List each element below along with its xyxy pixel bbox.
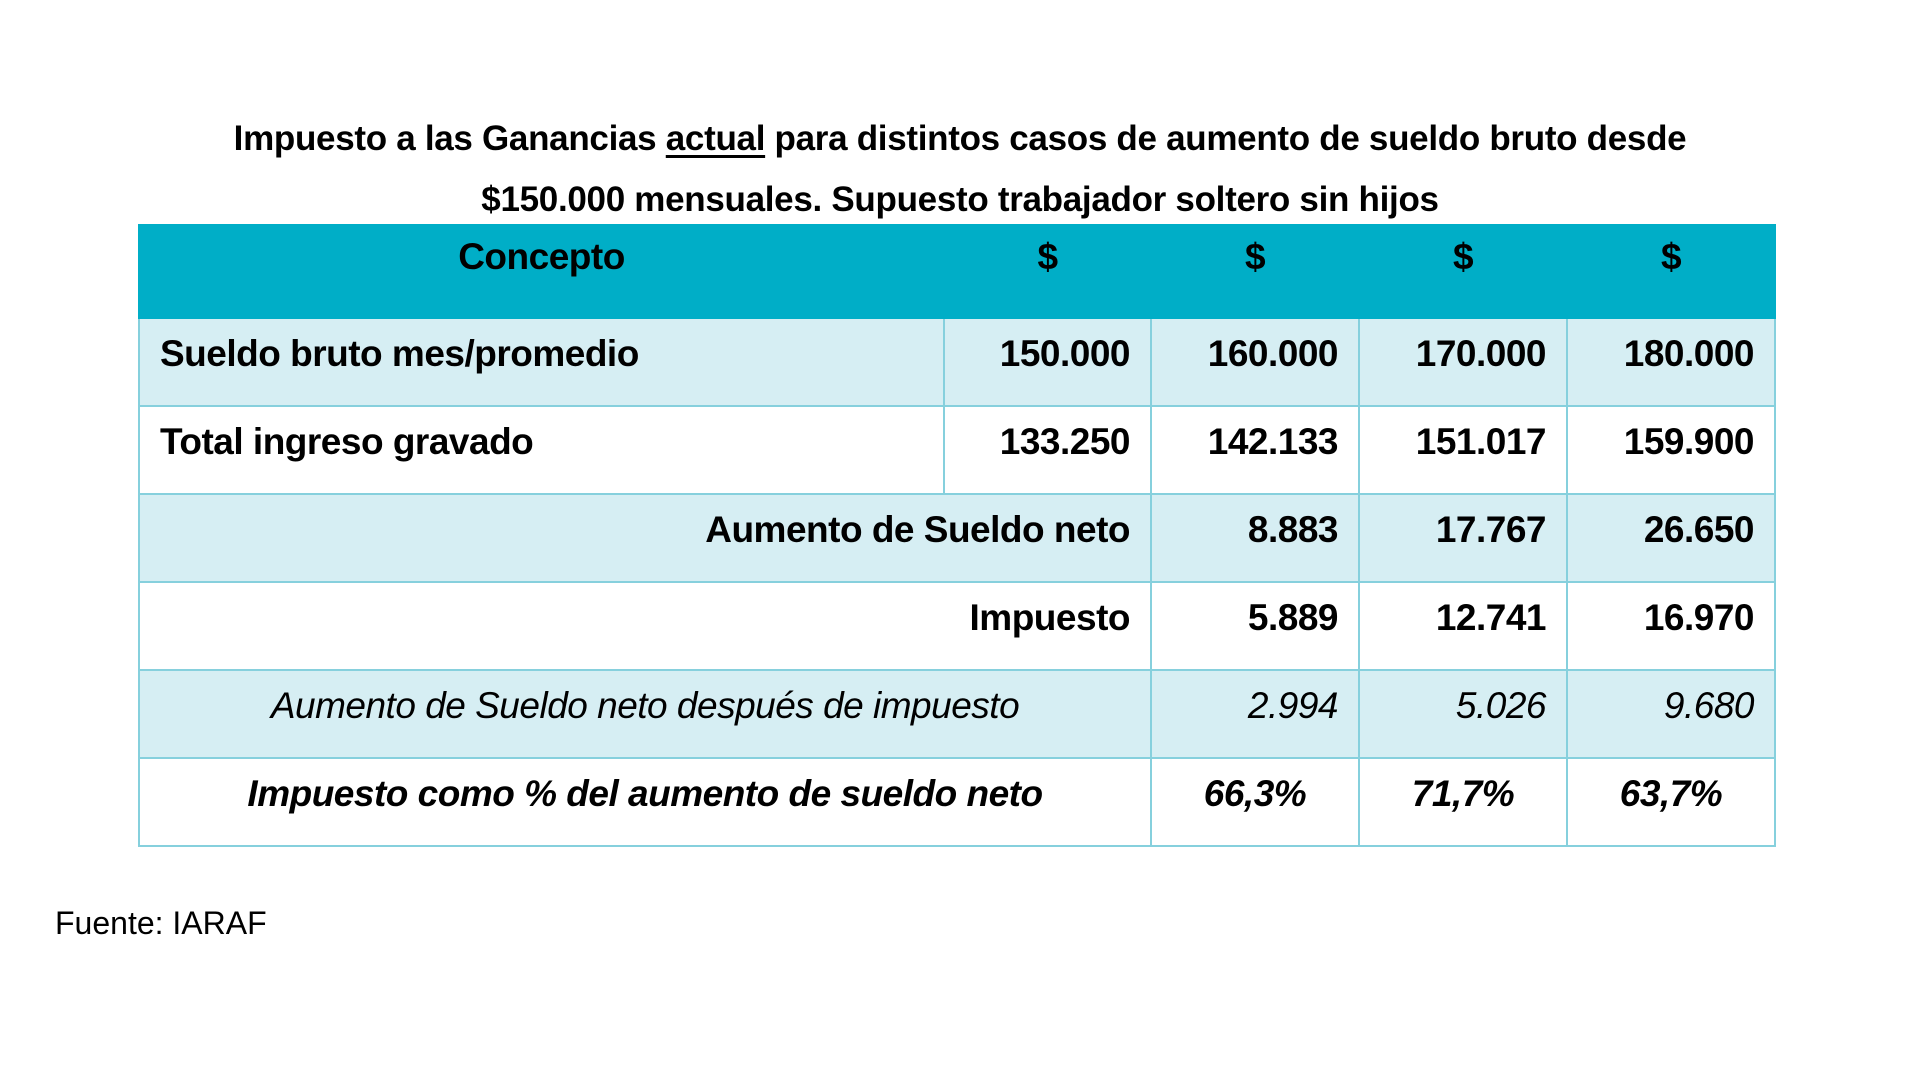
table-row: Sueldo bruto mes/promedio 150.000 160.00… <box>138 317 1776 407</box>
cell-value: 180.000 <box>1566 317 1776 407</box>
table-row: Aumento de Sueldo neto después de impues… <box>138 669 1776 759</box>
cell-value: 12.741 <box>1358 581 1568 671</box>
header-currency: $ <box>1150 224 1360 319</box>
cell-value: 16.970 <box>1566 581 1776 671</box>
cell-value: 66,3% <box>1150 757 1360 847</box>
cell-value: 8.883 <box>1150 493 1360 583</box>
table-row: Impuesto 5.889 12.741 16.970 <box>138 581 1776 671</box>
row-label: Sueldo bruto mes/promedio <box>138 317 945 407</box>
document-title: Impuesto a las Ganancias actual para dis… <box>0 108 1920 230</box>
cell-value: 150.000 <box>943 317 1152 407</box>
title-line-1: Impuesto a las Ganancias actual para dis… <box>0 108 1920 169</box>
cell-value: 9.680 <box>1566 669 1776 759</box>
cell-value: 5.889 <box>1150 581 1360 671</box>
cell-value: 159.900 <box>1566 405 1776 495</box>
source-note: Fuente: IARAF <box>55 905 267 941</box>
header-currency: $ <box>1566 224 1776 319</box>
row-label: Impuesto como % del aumento de sueldo ne… <box>138 757 1152 847</box>
title-underlined-word: actual <box>665 119 766 158</box>
cell-value: 63,7% <box>1566 757 1776 847</box>
header-concepto: Concepto <box>138 224 945 319</box>
header-currency: $ <box>1358 224 1568 319</box>
cell-value: 151.017 <box>1358 405 1568 495</box>
cell-value: 17.767 <box>1358 493 1568 583</box>
cell-value: 5.026 <box>1358 669 1568 759</box>
row-label: Aumento de Sueldo neto <box>138 493 1152 583</box>
cell-value: 2.994 <box>1150 669 1360 759</box>
header-row: Concepto $ $ $ $ <box>138 224 1776 319</box>
cell-value: 170.000 <box>1358 317 1568 407</box>
title-text: para distintos casos de aumento de sueld… <box>765 119 1687 158</box>
title-line-2: $150.000 mensuales. Supuesto trabajador … <box>481 180 1439 219</box>
cell-value: 71,7% <box>1358 757 1568 847</box>
table-row: Aumento de Sueldo neto 8.883 17.767 26.6… <box>138 493 1776 583</box>
table-row: Total ingreso gravado 133.250 142.133 15… <box>138 405 1776 495</box>
row-label: Total ingreso gravado <box>138 405 945 495</box>
cell-value: 133.250 <box>943 405 1152 495</box>
row-label: Impuesto <box>138 581 1152 671</box>
row-label: Aumento de Sueldo neto después de impues… <box>138 669 1152 759</box>
title-text: Impuesto a las Ganancias <box>233 119 666 158</box>
cell-value: 26.650 <box>1566 493 1776 583</box>
cell-value: 142.133 <box>1150 405 1360 495</box>
header-currency: $ <box>943 224 1152 319</box>
table-row: Impuesto como % del aumento de sueldo ne… <box>138 757 1776 847</box>
tax-table: Concepto $ $ $ $ Sueldo bruto mes/promed… <box>138 224 1776 847</box>
cell-value: 160.000 <box>1150 317 1360 407</box>
